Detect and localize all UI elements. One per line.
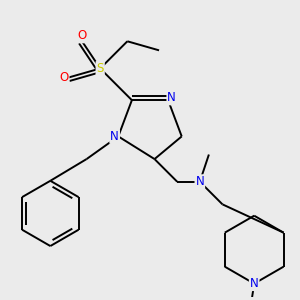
Text: N: N (250, 277, 259, 290)
Text: N: N (167, 92, 176, 104)
Text: O: O (77, 29, 87, 42)
Text: N: N (110, 130, 119, 143)
Text: S: S (97, 62, 104, 75)
Text: O: O (59, 71, 69, 84)
Text: N: N (196, 175, 204, 188)
